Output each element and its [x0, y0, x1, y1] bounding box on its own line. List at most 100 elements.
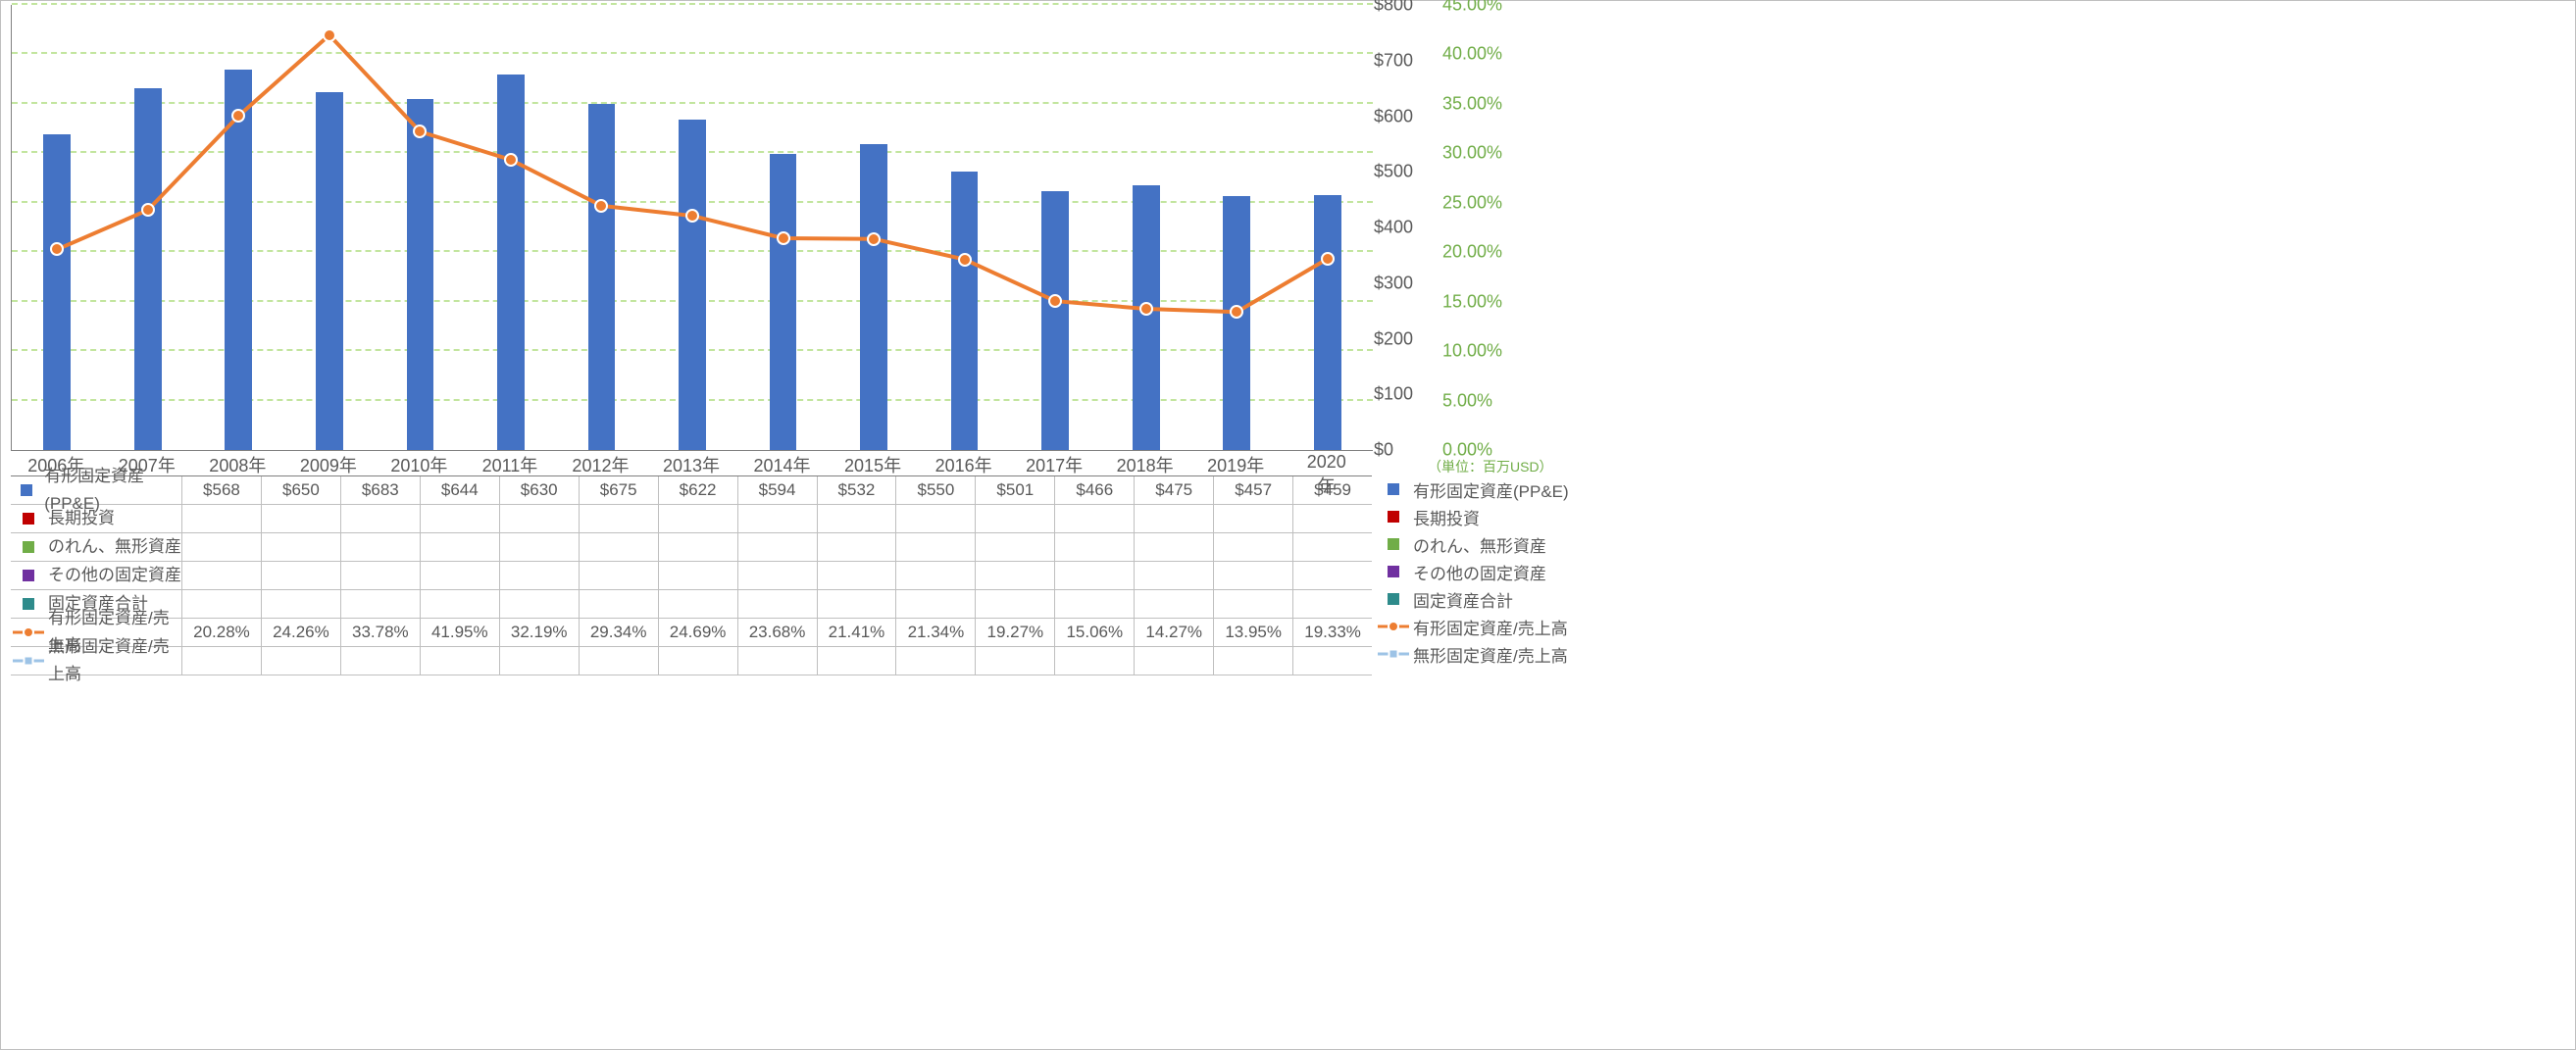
line-marker [958, 253, 972, 267]
table-row: その他の固定資産 [11, 562, 1372, 590]
table-cell [659, 505, 738, 532]
table-cell: $459 [1293, 476, 1372, 504]
line-marker [231, 109, 245, 123]
bar [1133, 185, 1160, 450]
data-table: 有形固定資産(PP&E)$568$650$683$644$630$675$622… [11, 475, 1372, 675]
table-cell [1135, 590, 1214, 618]
table-cell [421, 590, 500, 618]
legend-item: 長期投資 [1378, 503, 1593, 530]
legend-item: のれん、無形資産 [1378, 530, 1593, 558]
table-cell: $475 [1135, 476, 1214, 504]
bar [679, 120, 706, 450]
y2-tick: 10.00% [1442, 341, 1502, 362]
table-cell: 21.41% [818, 619, 897, 646]
table-cell: 19.27% [976, 619, 1055, 646]
table-cell [262, 533, 341, 561]
table-row-label: のれん、無形資産 [48, 533, 181, 561]
y1-tick: $0 [1374, 440, 1393, 461]
table-cell [738, 562, 818, 589]
table-cell [818, 562, 897, 589]
legend-label: その他の固定資産 [1413, 560, 1546, 584]
table-cell [1055, 505, 1135, 532]
table-cell: $650 [262, 476, 341, 504]
legend-swatch [13, 597, 44, 611]
legend-swatch [1378, 647, 1409, 661]
table-cell [1135, 505, 1214, 532]
line-marker [867, 232, 881, 246]
bar [860, 144, 887, 450]
y1-tick: $400 [1374, 218, 1413, 238]
table-cell [1214, 590, 1293, 618]
legend-label: 長期投資 [1413, 505, 1480, 529]
bar [497, 75, 525, 450]
line-marker [685, 209, 699, 223]
table-cell: $532 [818, 476, 897, 504]
line-marker [1230, 305, 1243, 319]
legend-label: のれん、無形資産 [1413, 532, 1546, 557]
fixed-assets-chart: $0$100$200$300$400$500$600$700$800 0.00%… [0, 0, 2576, 1050]
table-cell [500, 647, 580, 675]
table-row: のれん、無形資産 [11, 533, 1372, 562]
table-cell [500, 562, 580, 589]
y2-tick: 5.00% [1442, 390, 1492, 411]
table-cell [1293, 505, 1372, 532]
table-cell [421, 647, 500, 675]
y2-tick: 35.00% [1442, 93, 1502, 114]
legend-item: 固定資産合計 [1378, 585, 1593, 613]
x-axis-label: 2009年 [300, 452, 357, 477]
line-marker [1321, 252, 1335, 266]
line-marker [50, 242, 64, 256]
line-marker [1139, 302, 1153, 316]
table-cell [182, 533, 262, 561]
table-row: 有形固定資産/売上高20.28%24.26%33.78%41.95%32.19%… [11, 619, 1372, 647]
legend-right: 有形固定資産(PP&E)長期投資のれん、無形資産その他の固定資産固定資産合計有形… [1378, 475, 1593, 668]
table-cell: $501 [976, 476, 1055, 504]
legend-item: 有形固定資産/売上高 [1378, 613, 1593, 640]
table-cell [738, 505, 818, 532]
table-cell [896, 562, 976, 589]
table-cell: $457 [1214, 476, 1293, 504]
table-cell [1055, 647, 1135, 675]
table-cell [1055, 562, 1135, 589]
table-row-label: 無形固定資産/売上高 [48, 633, 181, 688]
y2-tick: 45.00% [1442, 0, 1502, 16]
table-cell: 21.34% [896, 619, 976, 646]
table-cell [659, 533, 738, 561]
table-cell [262, 590, 341, 618]
x-axis-label: 2008年 [209, 452, 266, 477]
bar [951, 172, 979, 450]
table-cell [500, 590, 580, 618]
x-axis-label: 2012年 [572, 452, 629, 477]
y2-axis-pct: 0.00%5.00%10.00%15.00%20.00%25.00%30.00%… [1442, 5, 1501, 450]
table-cell: $568 [182, 476, 262, 504]
line-marker [594, 199, 608, 213]
table-cell: $683 [341, 476, 421, 504]
table-cell [341, 647, 421, 675]
table-cell: 15.06% [1055, 619, 1135, 646]
legend-swatch [13, 569, 44, 582]
table-cell: $630 [500, 476, 580, 504]
y1-unit-note: （単位：百万USD） [1428, 457, 1553, 476]
table-row: 長期投資 [11, 505, 1372, 533]
table-row-label: 長期投資 [48, 505, 115, 532]
table-cell: $550 [896, 476, 976, 504]
x-axis-label: 2010年 [390, 452, 447, 477]
table-cell [1214, 562, 1293, 589]
table-row: 有形固定資産(PP&E)$568$650$683$644$630$675$622… [11, 476, 1372, 505]
bar [588, 104, 616, 450]
table-cell [896, 647, 976, 675]
legend-swatch [13, 483, 40, 497]
table-cell: $675 [580, 476, 659, 504]
table-cell [1055, 533, 1135, 561]
legend-swatch [13, 512, 44, 525]
table-cell [738, 647, 818, 675]
line-marker [1048, 294, 1062, 308]
legend-label: 無形固定資産/売上高 [1413, 642, 1568, 667]
y1-tick: $500 [1374, 162, 1413, 182]
table-row-header: その他の固定資産 [11, 562, 182, 589]
table-cell [818, 505, 897, 532]
table-row-label: その他の固定資産 [48, 562, 181, 589]
y2-tick: 20.00% [1442, 242, 1502, 263]
table-cell [659, 590, 738, 618]
table-cell [421, 505, 500, 532]
